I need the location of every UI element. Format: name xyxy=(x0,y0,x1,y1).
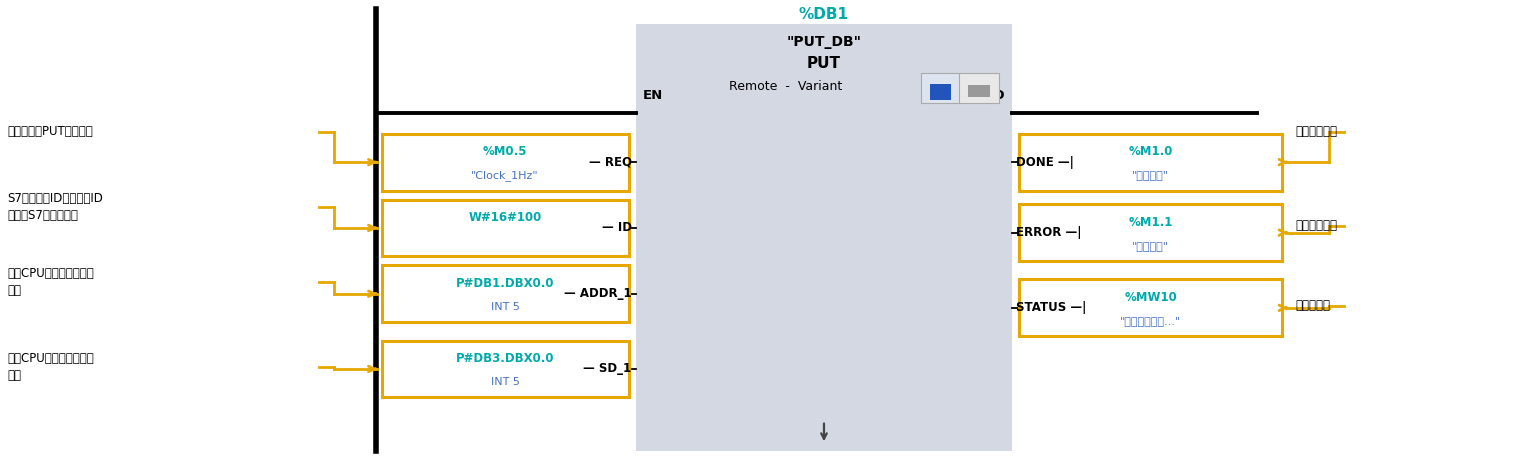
Text: 本地CPU写入数据的区域
地址: 本地CPU写入数据的区域 地址 xyxy=(8,352,95,382)
FancyBboxPatch shape xyxy=(1019,279,1282,337)
Text: ERROR —|: ERROR —| xyxy=(1016,226,1082,239)
FancyBboxPatch shape xyxy=(920,73,960,103)
FancyBboxPatch shape xyxy=(969,85,990,97)
Text: DONE —|: DONE —| xyxy=(1016,156,1075,169)
Text: "发送故障": "发送故障" xyxy=(1131,241,1170,251)
Text: INT 5: INT 5 xyxy=(491,377,520,387)
FancyBboxPatch shape xyxy=(636,24,1012,451)
Text: 伙伴CPU接受数据的区域
地址: 伙伴CPU接受数据的区域 地址 xyxy=(8,267,95,297)
Text: P#DB3.DBX0.0: P#DB3.DBX0.0 xyxy=(455,352,555,365)
Text: 数据发生完成: 数据发生完成 xyxy=(1295,125,1337,138)
Text: %DB1: %DB1 xyxy=(799,7,849,22)
Text: %MW10: %MW10 xyxy=(1124,291,1177,304)
Text: 上升沿触发PUT指令执行: 上升沿触发PUT指令执行 xyxy=(8,125,94,138)
Text: "PUT_DB": "PUT_DB" xyxy=(786,35,862,49)
Text: EN: EN xyxy=(642,89,662,102)
Text: PUT: PUT xyxy=(806,56,842,71)
Text: %M1.0: %M1.0 xyxy=(1128,145,1173,158)
FancyBboxPatch shape xyxy=(382,265,629,322)
Text: S7通信连接ID，该连接ID
在组态S7连接时生效: S7通信连接ID，该连接ID 在组态S7连接时生效 xyxy=(8,192,104,222)
Text: P#DB1.DBX0.0: P#DB1.DBX0.0 xyxy=(455,277,555,290)
Text: Remote  -  Variant: Remote - Variant xyxy=(730,80,842,94)
FancyBboxPatch shape xyxy=(382,133,629,191)
Text: %M0.5: %M0.5 xyxy=(483,145,527,158)
FancyBboxPatch shape xyxy=(1019,133,1282,191)
Text: — ID: — ID xyxy=(601,221,632,235)
Text: — SD_1: — SD_1 xyxy=(584,362,632,376)
Text: "发动成功": "发动成功" xyxy=(1131,170,1170,180)
FancyBboxPatch shape xyxy=(382,199,629,257)
Text: — REQ: — REQ xyxy=(589,156,632,169)
Text: — ADDR_1: — ADDR_1 xyxy=(564,287,632,300)
FancyBboxPatch shape xyxy=(929,84,950,100)
FancyBboxPatch shape xyxy=(960,73,998,103)
Text: STATUS —|: STATUS —| xyxy=(1016,301,1087,314)
Text: "Clock_1Hz": "Clock_1Hz" xyxy=(471,170,540,181)
Text: "发送故障状态...": "发送故障状态..." xyxy=(1121,316,1180,326)
Text: ENO: ENO xyxy=(973,89,1006,102)
Text: %M1.1: %M1.1 xyxy=(1128,216,1173,229)
Text: 指令执行出错: 指令执行出错 xyxy=(1295,219,1337,232)
Text: INT 5: INT 5 xyxy=(491,302,520,312)
FancyBboxPatch shape xyxy=(382,340,629,398)
Text: 通讯状态字: 通讯状态字 xyxy=(1295,299,1331,312)
FancyBboxPatch shape xyxy=(1019,204,1282,261)
Text: W#16#100: W#16#100 xyxy=(469,211,541,224)
